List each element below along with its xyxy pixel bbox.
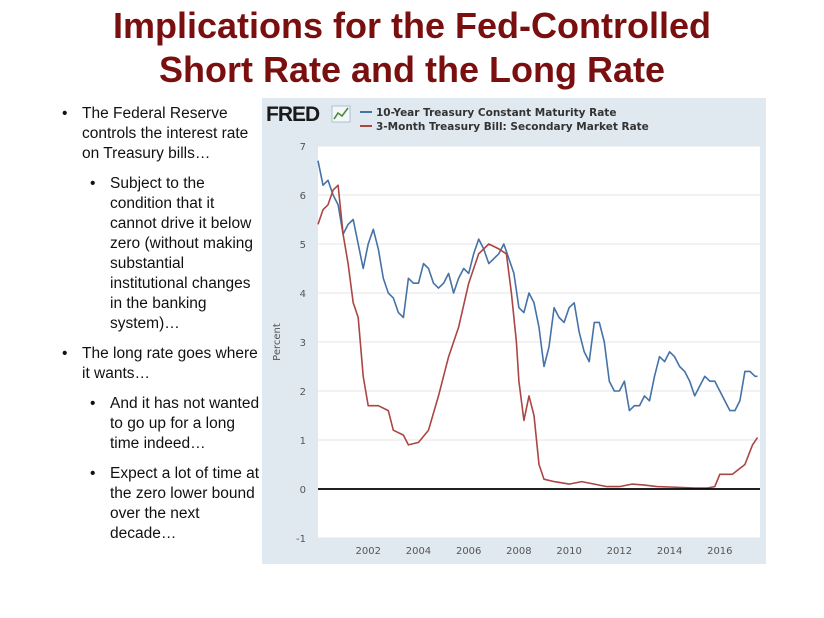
slide-title-line2: Short Rate and the Long Rate: [158, 49, 666, 90]
bullet-item: The long rate goes where it wants…: [62, 344, 262, 384]
y-axis-label: Percent: [272, 323, 283, 361]
bullet-item: The Federal Reserve controls the interes…: [62, 104, 262, 164]
legend-label-3m: 3-Month Treasury Bill: Secondary Market …: [376, 121, 649, 133]
sub-bullet-item: Expect a lot of time at the zero lower b…: [62, 464, 262, 544]
y-tick-label: 4: [300, 289, 306, 300]
legend-label-10y: 10-Year Treasury Constant Maturity Rate: [376, 107, 616, 119]
x-tick-label: 2008: [506, 546, 531, 557]
y-tick-labels: 7 6 5 4 3 2 1 0 -1: [296, 142, 306, 545]
x-tick-label: 2014: [657, 546, 682, 557]
series-line-3m: [317, 184, 759, 489]
x-tick-label: 2012: [607, 546, 632, 557]
fred-chart-icon: [331, 105, 351, 123]
y-tick-label: -1: [296, 534, 306, 545]
y-tick-label: 1: [300, 436, 306, 447]
fred-logo: FRED: [266, 103, 320, 126]
y-tick-label: 5: [300, 240, 306, 251]
series-line-10y: [317, 160, 758, 412]
fred-chart: 7 6 5 4 3 2 1 0 -1 2002 2004 2006 2008 2010 2012 2014 2…: [262, 98, 766, 564]
sub-bullet-item: Subject to the condition that it cannot …: [62, 174, 262, 334]
y-tick-label: 6: [300, 191, 306, 202]
y-tick-label: 7: [300, 142, 306, 153]
x-tick-label: 2002: [356, 546, 381, 557]
x-tick-label: 2010: [556, 546, 581, 557]
slide-title-line1: Implications for the Fed-Controlled: [112, 5, 711, 46]
y-tick-label: 0: [300, 485, 306, 496]
x-tick-label: 2004: [406, 546, 431, 557]
sub-bullet-item: And it has not wanted to go up for a lon…: [62, 394, 262, 454]
x-tick-label: 2016: [707, 546, 732, 557]
y-tick-label: 2: [300, 387, 306, 398]
bullet-list: The Federal Reserve controls the interes…: [62, 104, 262, 554]
y-tick-label: 3: [300, 338, 306, 349]
x-tick-label: 2006: [456, 546, 481, 557]
legend: 10-Year Treasury Constant Maturity Rate …: [360, 107, 649, 133]
slide-title: Implications for the Fed-Controlled Shor…: [0, 4, 824, 92]
series-lines: [317, 160, 759, 489]
x-tick-labels: 2002 2004 2006 2008 2010 2012 2014 2016: [356, 546, 733, 557]
